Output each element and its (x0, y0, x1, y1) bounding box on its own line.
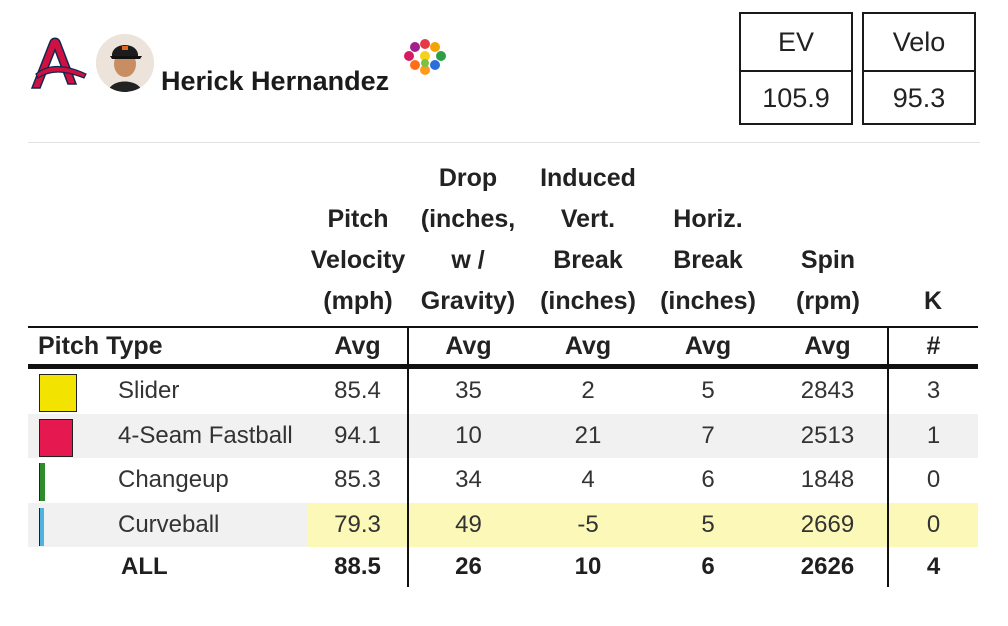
velocity-cell: 79.3 (308, 502, 409, 547)
hb-header: Horiz. Break (inches) (660, 205, 756, 315)
k-cell: 0 (888, 502, 978, 547)
pitch-name: Changeup (118, 466, 229, 494)
pitch-color-cell (28, 458, 118, 503)
header-divider (28, 142, 980, 143)
drop-header: Drop (inches, w / Gravity) (420, 164, 516, 315)
drop-cell: 10 (408, 413, 528, 458)
pitch-color-swatch (39, 507, 44, 546)
ivb-cell: 2 (581, 377, 595, 405)
pitch-table-body: Slider 85.4 35 2 5 2843 3 4-Seam Fastball 94.1 10… (28, 366, 978, 587)
k-subheader: # (888, 326, 978, 369)
pitch-color-swatch (39, 374, 77, 412)
total-drop-cell: 26 (455, 553, 482, 580)
hb-cell: 6 (701, 466, 715, 494)
ivb-cell: 21 (528, 413, 648, 458)
hb-subheader: Avg (648, 326, 768, 369)
table-row: 4-Seam Fastball 94.1 10 21 7 2513 1 (28, 413, 978, 458)
total-ivb-cell: 10 (574, 553, 602, 580)
spin-cell: 2669 (768, 502, 889, 547)
spin-cell: 2513 (768, 413, 889, 458)
velocity-subheader: Avg (308, 326, 409, 369)
ivb-header: Induced Vert. Break (inches) (540, 164, 636, 315)
velocity-cell: 85.3 (308, 458, 409, 503)
column-header-row: Pitch Velocity (mph) Drop (inches, w / Gravit… (28, 158, 978, 327)
ev-value: 105.9 (762, 83, 830, 113)
pitch-type-header: Pitch Type (28, 326, 308, 369)
ivb-subheader: Avg (528, 326, 648, 369)
velo-label: Velo (864, 14, 974, 72)
hb-cell: 5 (648, 502, 768, 547)
player-name: Herick Hernandez (161, 66, 390, 96)
k-cell: 1 (888, 413, 978, 458)
hb-cell: 7 (648, 413, 768, 458)
total-spin-cell: 2626 (768, 547, 889, 587)
k-cell: 0 (926, 466, 941, 494)
velo-value: 95.3 (892, 83, 946, 113)
velocity-cell: 85.4 (308, 366, 409, 414)
hb-cell: 5 (701, 377, 715, 405)
table-row: Curveball 79.3 49 -5 5 2669 0 (28, 502, 978, 547)
pitch-color-swatch (39, 463, 45, 501)
spin-cell: 1848 (768, 458, 889, 503)
spin-header: Spin (rpm) (796, 246, 860, 315)
table-row: Slider 85.4 35 2 5 2843 3 (28, 366, 978, 414)
total-label: ALL (121, 553, 168, 580)
total-k-cell: 4 (926, 553, 941, 580)
pitch-color-cell (28, 413, 118, 458)
pitch-metrics-table: Pitch Velocity (mph) Drop (inches, w / Gravit… (28, 158, 978, 587)
player-header: Herick Hernandez EV 105.9 Velo 95.3 (0, 0, 1008, 140)
ev-label: EV (741, 14, 851, 72)
velo-stat-box: Velo 95.3 (862, 12, 976, 125)
k-cell: 3 (926, 377, 941, 405)
drop-cell: 35 (455, 377, 482, 405)
ivb-cell: 4 (581, 466, 595, 494)
velocity-header: Pitch Velocity (mph) (310, 205, 406, 315)
total-hb-cell: 6 (701, 553, 715, 580)
ev-stat-box: EV 105.9 (739, 12, 853, 125)
drop-subheader: Avg (408, 326, 528, 369)
pitch-color-cell (28, 367, 118, 414)
drop-cell: 49 (408, 502, 528, 547)
ivb-cell: -5 (528, 502, 648, 547)
spin-subheader: Avg (768, 326, 889, 369)
pitch-color-swatch (39, 418, 73, 457)
pitch-name: Curveball (118, 502, 308, 547)
drop-cell: 34 (455, 466, 482, 494)
spin-cell: 2843 (768, 366, 889, 414)
color-palette-icon (404, 39, 446, 75)
total-row: ALL 88.5 26 10 6 2626 4 (28, 547, 978, 587)
pitch-name: 4-Seam Fastball (118, 413, 308, 458)
total-velocity-cell: 88.5 (308, 547, 409, 587)
player-avatar (96, 34, 154, 92)
k-header: K (923, 287, 943, 315)
atlanta-braves-logo-icon (30, 37, 87, 89)
pitch-color-cell (28, 502, 118, 547)
table-row: Changeup 85.3 34 4 6 1848 0 (28, 458, 978, 503)
velocity-cell: 94.1 (308, 413, 409, 458)
subheader-row: Pitch Type Avg Avg Avg Avg Avg # (28, 326, 978, 369)
pitch-name: Slider (118, 377, 180, 405)
